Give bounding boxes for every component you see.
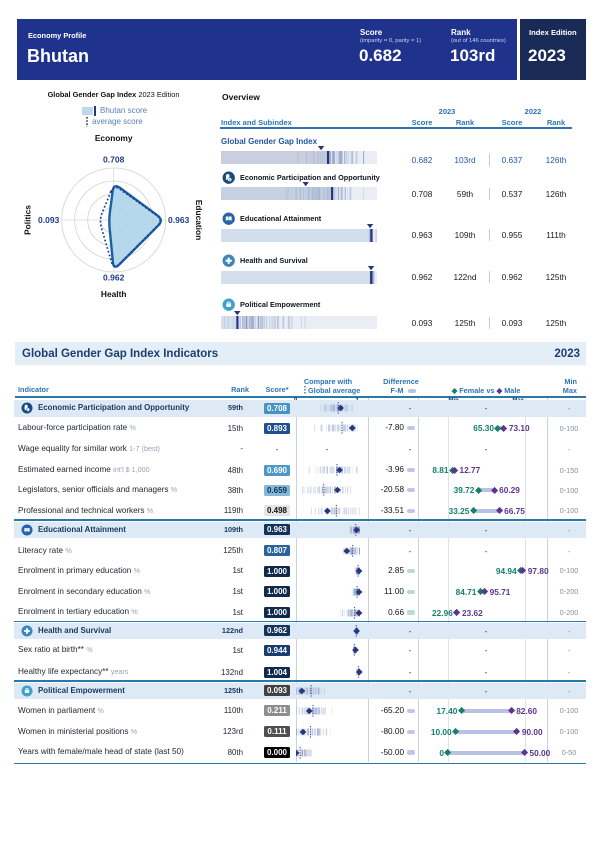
svg-text:0.708: 0.708 bbox=[103, 155, 125, 165]
svg-text:Politics: Politics bbox=[22, 205, 32, 235]
svg-text:Economy: Economy bbox=[95, 133, 133, 143]
svg-text:0.963: 0.963 bbox=[168, 215, 190, 225]
svg-text:Education: Education bbox=[194, 200, 204, 240]
svg-text:b: b bbox=[27, 409, 29, 411]
svg-text:0.962: 0.962 bbox=[103, 273, 125, 283]
svg-text:b: b bbox=[229, 178, 231, 181]
svg-text:0.093: 0.093 bbox=[38, 215, 60, 225]
svg-text:Health: Health bbox=[101, 289, 127, 299]
